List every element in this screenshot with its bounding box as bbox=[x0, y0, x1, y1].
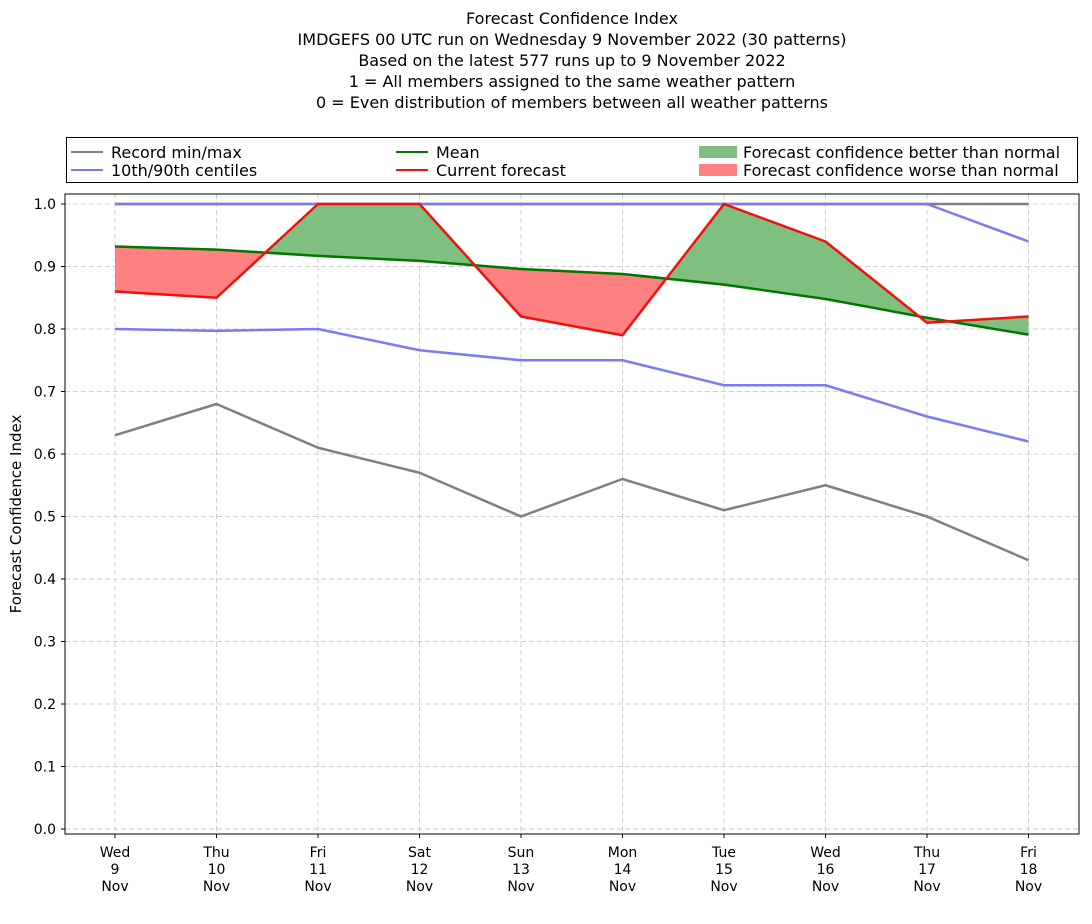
fill-better-than-normal bbox=[318, 204, 420, 261]
x-tick-label: Sun bbox=[508, 845, 535, 861]
x-tick-label: 14 bbox=[614, 862, 632, 878]
x-tick-label: 15 bbox=[715, 862, 733, 878]
y-tick-label: 0.6 bbox=[34, 447, 56, 463]
y-tick-label: 0.0 bbox=[34, 822, 56, 838]
y-tick-label: 0.9 bbox=[34, 260, 56, 276]
x-tick-label: 9 bbox=[111, 862, 120, 878]
legend-swatch-mean bbox=[396, 151, 428, 153]
x-axis: Wed9NovThu10NovFri11NovSat12NovSun13NovM… bbox=[100, 834, 1042, 895]
y-tick-label: 0.1 bbox=[34, 760, 56, 776]
legend-swatch-current bbox=[396, 169, 428, 171]
legend-label-centiles: 10th/90th centiles bbox=[111, 160, 258, 180]
x-tick-label: Nov bbox=[710, 879, 737, 895]
plot-frame bbox=[64, 193, 1080, 835]
legend-label-worse: Forecast confidence worse than normal bbox=[743, 160, 1059, 180]
x-tick-label: Nov bbox=[507, 879, 534, 895]
x-tick-label: Wed bbox=[100, 845, 131, 861]
x-tick-label: Nov bbox=[304, 879, 331, 895]
y-tick-label: 0.8 bbox=[34, 322, 56, 338]
x-tick-label: Nov bbox=[1015, 879, 1042, 895]
y-tick-label: 0.4 bbox=[34, 572, 56, 588]
fill-worse-than-normal bbox=[521, 269, 623, 336]
y-axis: 0.0 0.1 0.2 0.3 0.4 0.5 0.6 0.7 0.8 0.9 1.0 bbox=[34, 197, 65, 838]
x-tick-label: 18 bbox=[1020, 862, 1038, 878]
x-tick-label: Nov bbox=[101, 879, 128, 895]
x-tick-label: Thu bbox=[913, 845, 940, 861]
x-tick-label: Fri bbox=[1020, 845, 1037, 861]
x-tick-label: Nov bbox=[406, 879, 433, 895]
legend-swatch-worse bbox=[699, 164, 737, 176]
legend-label-record: Record min/max bbox=[111, 142, 242, 162]
x-tick-label: Thu bbox=[202, 845, 229, 861]
legend-label-current: Current forecast bbox=[436, 160, 566, 180]
legend-label-better: Forecast confidence better than normal bbox=[743, 142, 1061, 162]
y-axis-label: Forecast Confidence Index bbox=[7, 415, 25, 614]
legend-label-mean: Mean bbox=[436, 142, 480, 162]
x-tick-label: 16 bbox=[817, 862, 835, 878]
chart-subtitle-run: IMDGEFS 00 UTC run on Wednesday 9 Novemb… bbox=[297, 30, 847, 49]
x-tick-label: 12 bbox=[411, 862, 429, 878]
legend-item-mean: Mean bbox=[396, 142, 480, 162]
series-line-mean bbox=[114, 245, 1029, 336]
x-tick-label: 13 bbox=[512, 862, 530, 878]
x-tick-label: Mon bbox=[608, 845, 638, 861]
x-tick-label: Nov bbox=[812, 879, 839, 895]
confidence-fills bbox=[115, 204, 1029, 336]
x-tick-label: Nov bbox=[203, 879, 230, 895]
legend-item-better: Forecast confidence better than normal bbox=[699, 142, 1061, 162]
series-line-p10 bbox=[114, 327, 1029, 443]
legend-swatch-better bbox=[699, 146, 737, 158]
series-lines bbox=[114, 202, 1029, 562]
chart-subtitle-one: 1 = All members assigned to the same wea… bbox=[348, 72, 796, 91]
legend-item-record: Record min/max bbox=[71, 142, 242, 162]
x-tick-label: Tue bbox=[711, 845, 736, 861]
fill-better-than-normal bbox=[724, 204, 826, 299]
x-tick-label: 10 bbox=[208, 862, 226, 878]
x-tick-label: Nov bbox=[913, 879, 940, 895]
legend-swatch-record bbox=[71, 151, 103, 153]
x-tick-label: Fri bbox=[310, 845, 327, 861]
fill-worse-than-normal bbox=[115, 246, 217, 298]
legend-swatch-centiles bbox=[71, 169, 103, 171]
chart-title: Forecast Confidence Index bbox=[466, 9, 678, 28]
x-tick-label: Wed bbox=[810, 845, 841, 861]
legend-item-centiles: 10th/90th centiles bbox=[71, 160, 258, 180]
series-line-current bbox=[114, 202, 1029, 337]
legend-item-current: Current forecast bbox=[396, 160, 566, 180]
y-tick-label: 0.7 bbox=[34, 385, 56, 401]
legend-item-worse: Forecast confidence worse than normal bbox=[699, 160, 1059, 180]
chart-subtitle-zero: 0 = Even distribution of members between… bbox=[315, 93, 829, 112]
chart-subtitle-runs: Based on the latest 577 runs up to 9 Nov… bbox=[358, 51, 786, 70]
x-tick-label: Sat bbox=[408, 845, 431, 861]
x-tick-label: 11 bbox=[309, 862, 327, 878]
x-tick-label: 17 bbox=[918, 862, 936, 878]
chart-titles: Forecast Confidence Index IMDGEFS 00 UTC… bbox=[0, 8, 1092, 113]
y-tick-label: 0.2 bbox=[34, 697, 56, 713]
y-tick-label: 1.0 bbox=[34, 197, 56, 213]
x-tick-label: Nov bbox=[609, 879, 636, 895]
y-tick-label: 0.3 bbox=[34, 635, 56, 651]
y-tick-label: 0.5 bbox=[34, 510, 56, 526]
series-line-record_min bbox=[114, 402, 1029, 562]
chart-legend: Record min/max 10th/90th centiles Mean C… bbox=[66, 137, 1078, 183]
series-line-p90 bbox=[115, 202, 1029, 243]
